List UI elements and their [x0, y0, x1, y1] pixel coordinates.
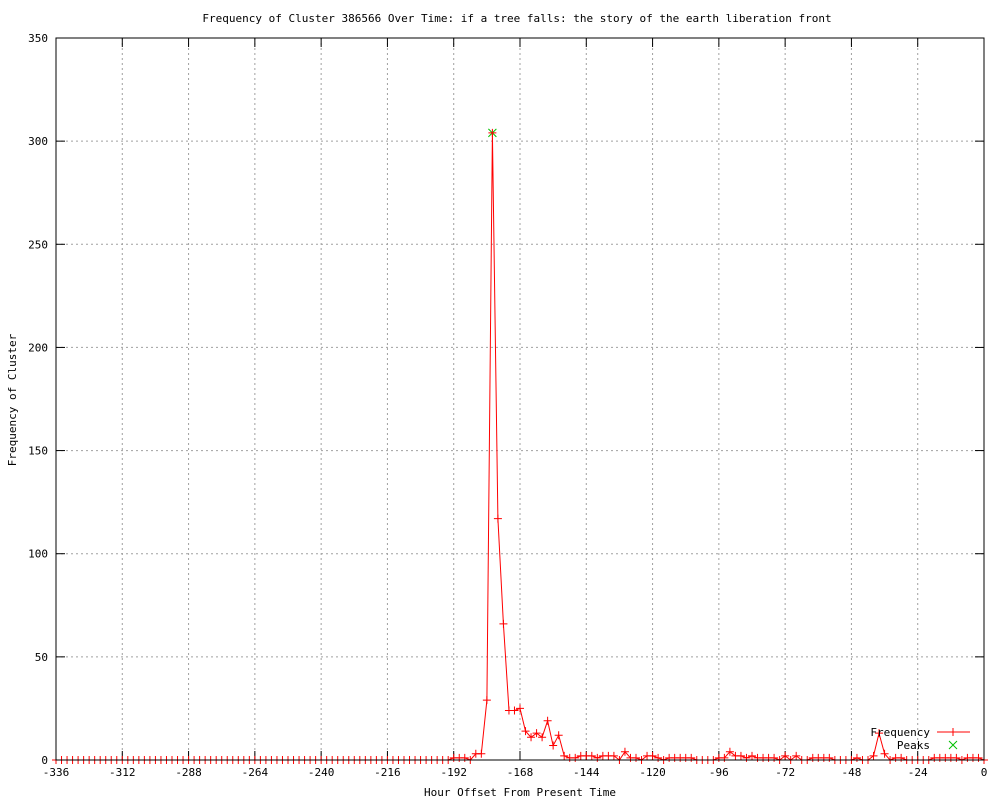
y-tick-label: 250 [28, 238, 48, 251]
frequency-point [852, 753, 861, 762]
frequency-point [825, 753, 834, 762]
axis-ticks: 0 50 100 150 200 250 300 350 -336 -312 -288 -264 -24… [28, 32, 987, 779]
frequency-point [748, 751, 756, 760]
legend-label-frequency: Frequency [870, 726, 930, 739]
frequency-point [770, 753, 779, 762]
legend-marker-peaks [948, 740, 958, 750]
frequency-point [549, 741, 558, 750]
y-tick-label: 350 [28, 32, 48, 45]
frequency-point [725, 747, 734, 756]
y-tick-label: 300 [28, 135, 48, 148]
y-tick-label: 100 [28, 548, 48, 561]
x-tick-label: -120 [639, 766, 666, 779]
y-tick-label: 200 [28, 341, 48, 354]
y-tick-label: 150 [28, 445, 48, 458]
frequency-point [648, 751, 657, 760]
frequency-point [532, 729, 541, 738]
x-tick-label: -144 [573, 766, 600, 779]
frequency-point [736, 751, 745, 760]
frequency-point [875, 729, 884, 738]
y-axis-label: Frequency of Cluster [6, 333, 19, 466]
frequency-point [560, 751, 569, 760]
frequency-point [952, 753, 961, 762]
x-tick-label: -240 [308, 766, 335, 779]
frequency-point [493, 514, 502, 523]
x-tick-label: -168 [507, 766, 534, 779]
frequency-point [742, 753, 751, 762]
y-tick-label: 50 [35, 651, 48, 664]
frequency-point [620, 747, 629, 756]
plot-border [55, 37, 985, 761]
x-tick-label: -24 [908, 766, 928, 779]
frequency-point [781, 751, 790, 760]
frequency-point [869, 751, 878, 760]
frequency-point [488, 128, 497, 137]
frequency-point [521, 727, 530, 736]
y-tick-label: 0 [41, 754, 48, 767]
frequency-point [792, 751, 801, 760]
frequency-point [654, 753, 663, 762]
frequency-point [720, 753, 729, 762]
frequency-point [482, 696, 491, 705]
frequency-point [510, 706, 519, 715]
frequency-point [687, 753, 696, 762]
legend-label-peaks: Peaks [897, 739, 930, 752]
frequency-point [897, 753, 906, 762]
frequency-point [593, 753, 602, 762]
x-tick-label: -288 [175, 766, 202, 779]
x-tick-label: -72 [775, 766, 795, 779]
x-tick-label: -312 [109, 766, 136, 779]
legend: Frequency Peaks [870, 726, 970, 752]
x-tick-label: 0 [981, 766, 988, 779]
frequency-line [56, 132, 985, 761]
x-tick-label: -192 [440, 766, 467, 779]
frequency-point [477, 749, 486, 758]
frequency-point [516, 704, 524, 713]
x-tick-label: -264 [242, 766, 269, 779]
frequency-point [571, 753, 580, 762]
chart-title: Frequency of Cluster 386566 Over Time: i… [202, 12, 831, 25]
grid [56, 38, 984, 760]
frequency-point [632, 753, 640, 762]
frequency-point [460, 753, 469, 762]
frequency-point [974, 753, 983, 762]
frequency-point [880, 749, 889, 758]
frequency-point [538, 733, 547, 742]
frequency-point [587, 751, 596, 760]
x-tick-label: -48 [841, 766, 861, 779]
x-tick-label: -96 [709, 766, 729, 779]
frequency-point [527, 733, 536, 742]
x-tick-label: -336 [43, 766, 70, 779]
frequency-point [609, 751, 618, 760]
x-axis-label: Hour Offset From Present Time [424, 786, 616, 799]
frequency-point [543, 716, 552, 725]
frequency-point [554, 731, 563, 740]
x-tick-label: -216 [374, 766, 401, 779]
frequency-point [499, 619, 508, 628]
